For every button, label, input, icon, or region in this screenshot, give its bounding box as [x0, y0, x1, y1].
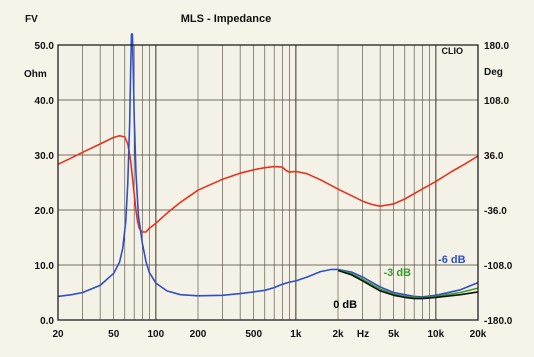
annotations: -6 dB -3 dB 0 dB: [333, 254, 465, 311]
y2-tick-label: 180.0: [484, 41, 509, 52]
y-tick-label: 40.0: [35, 96, 55, 107]
y-tick-label: 0.0: [40, 316, 54, 327]
y-right-unit-label: Deg: [484, 67, 503, 78]
y2-tick-label: -108.0: [484, 261, 513, 272]
x-tick-label: 50: [108, 329, 120, 340]
y2-tick-label: 36.0: [484, 151, 504, 162]
chart-title: MLS - Impedance: [181, 13, 271, 25]
y2-tick-label: 108.0: [484, 96, 509, 107]
x-tick-label: 10k: [428, 329, 445, 340]
y2-tick-label: -180.0: [484, 316, 513, 327]
plot-area: [58, 45, 478, 320]
x-tick-label: 20: [52, 329, 64, 340]
axis-ticks: 0.0 10.0 20.0 30.0 40.0 50.0 -180.0 -108.0 -36.0…: [35, 41, 513, 340]
x-tick-label: 2k: [332, 329, 344, 340]
annotation-label: -6 dB: [438, 254, 466, 266]
y-left-unit-label: Ohm: [24, 69, 47, 80]
series-line-2: [57, 33, 479, 298]
plot-frame: [57, 44, 479, 321]
x-unit-label: Hz: [357, 329, 369, 340]
x-tick-label: 1k: [290, 329, 302, 340]
y2-tick-label: -36.0: [484, 206, 507, 217]
annotation-label: -3 dB: [384, 267, 412, 279]
x-tick-label: 500: [245, 329, 262, 340]
grid: [57, 44, 479, 321]
x-tick-label: 5k: [388, 329, 400, 340]
x-tick-label: 100: [148, 329, 165, 340]
annotation-label: 0 dB: [333, 299, 357, 311]
y-tick-label: 20.0: [35, 206, 55, 217]
series-line-3: [337, 269, 479, 299]
x-tick-label: 20k: [470, 329, 487, 340]
y-tick-label: 30.0: [35, 151, 55, 162]
y-tick-label: 50.0: [35, 41, 55, 52]
channel-label: FV: [25, 14, 38, 25]
y-tick-label: 10.0: [35, 261, 55, 272]
series-lines: [57, 33, 479, 300]
brand-label: CLIO: [442, 46, 464, 56]
x-tick-label: 200: [190, 329, 207, 340]
series-line-4: [337, 269, 479, 300]
